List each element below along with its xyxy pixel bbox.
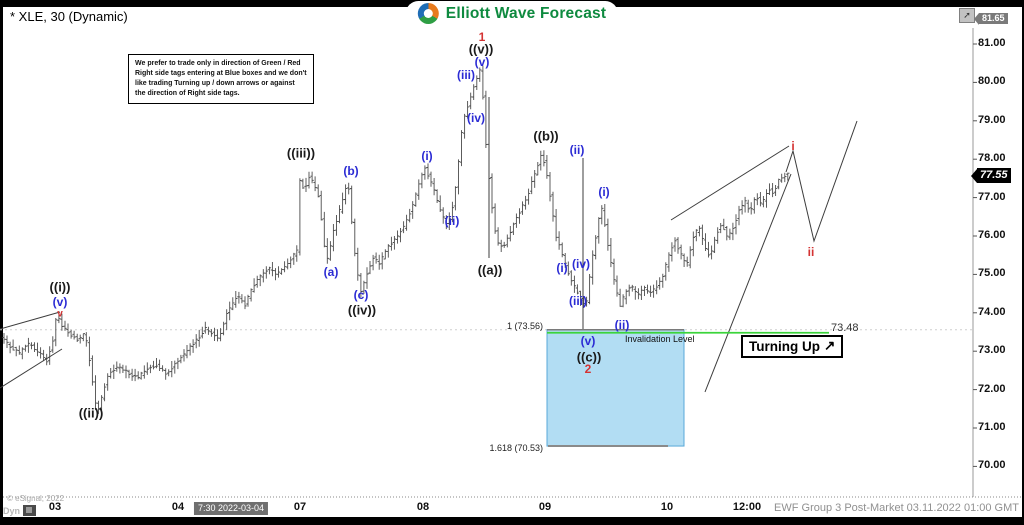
x-axis-date-label: 12:00 bbox=[732, 501, 762, 513]
up-right-arrow-icon: ↗ bbox=[823, 338, 836, 353]
note-line: like trading Turning up / down arrows or… bbox=[135, 80, 295, 87]
turning-up-signal: Turning Up ↗ bbox=[741, 335, 844, 358]
invalidation-level-text: Invalidation Level bbox=[625, 333, 695, 344]
y-axis-tick-label: 81.00 bbox=[978, 37, 1006, 49]
left-wedge-upper bbox=[0, 311, 61, 330]
popout-button[interactable]: ➚ bbox=[959, 8, 975, 23]
invalidation-price-label: 73.48 bbox=[831, 321, 859, 334]
session-high-price-tag: 81.65 bbox=[979, 13, 1008, 25]
y-axis-tick-label: 74.00 bbox=[978, 305, 1006, 318]
x-axis-date-label: 10 bbox=[660, 501, 674, 513]
channel-lower bbox=[704, 173, 792, 393]
footer-group-note: EWF Group 3 Post-Market 03.11.2022 01:00… bbox=[774, 502, 1019, 514]
x-axis-date-label: 08 bbox=[416, 501, 430, 513]
symbol-title: * XLE, 30 (Dynamic) bbox=[10, 9, 128, 24]
y-axis-tick-label: 72.00 bbox=[978, 382, 1006, 395]
last-price-tag: 77.55 bbox=[977, 168, 1011, 184]
trading-note-box: We prefer to trade only in direction of … bbox=[128, 54, 314, 104]
y-axis-tick-label: 78.00 bbox=[978, 152, 1006, 165]
turning-up-label: Turning Up bbox=[749, 338, 820, 354]
x-axis-date-label: 04 bbox=[171, 501, 185, 513]
note-line: Right side tags entering at Blue boxes a… bbox=[135, 70, 307, 77]
dynamic-mode-icon[interactable] bbox=[23, 505, 36, 516]
ewf-logo-text: Elliott Wave Forecast bbox=[445, 4, 607, 22]
note-line: the direction of Right side tags. bbox=[135, 90, 240, 97]
note-line: We prefer to trade only in direction of … bbox=[135, 60, 301, 67]
x-axis-date-label: 09 bbox=[538, 501, 552, 513]
left-wedge-lower bbox=[0, 348, 63, 389]
y-axis-tick-label: 75.00 bbox=[978, 267, 1006, 280]
y-axis-tick-label: 77.00 bbox=[978, 190, 1006, 203]
fib-100-label: 1 (73.56) bbox=[506, 320, 543, 331]
frame-right bbox=[1022, 0, 1024, 525]
y-axis-tick-label: 76.00 bbox=[978, 229, 1006, 241]
ewf-logo-icon bbox=[417, 3, 439, 24]
y-axis-tick-label: 80.00 bbox=[978, 75, 1006, 88]
channel-upper bbox=[670, 145, 790, 221]
y-axis-tick-label: 73.00 bbox=[978, 344, 1006, 357]
esignal-copyright: © eSignal, 2022 bbox=[7, 494, 65, 503]
y-axis-tick-label: 71.00 bbox=[978, 421, 1006, 433]
blue-box bbox=[546, 329, 685, 447]
x-axis-date-label: 07 bbox=[293, 501, 307, 513]
y-axis-tick-label: 79.00 bbox=[978, 113, 1006, 126]
projection-path bbox=[785, 120, 858, 243]
dynamic-mode-label: Dyn bbox=[3, 506, 21, 516]
fib-1618-label: 1.618 (70.53) bbox=[489, 443, 543, 454]
frame-left bbox=[0, 0, 3, 525]
y-axis-tick-label: 70.00 bbox=[978, 459, 1006, 472]
session-start-tag: 7:30 2022-03-04 bbox=[193, 502, 269, 515]
ohlc-bars bbox=[2, 65, 790, 415]
frame-bottom bbox=[0, 517, 1024, 525]
x-axis-date-label: 03 bbox=[48, 501, 62, 513]
brand-logo: Elliott Wave Forecast bbox=[405, 1, 619, 26]
